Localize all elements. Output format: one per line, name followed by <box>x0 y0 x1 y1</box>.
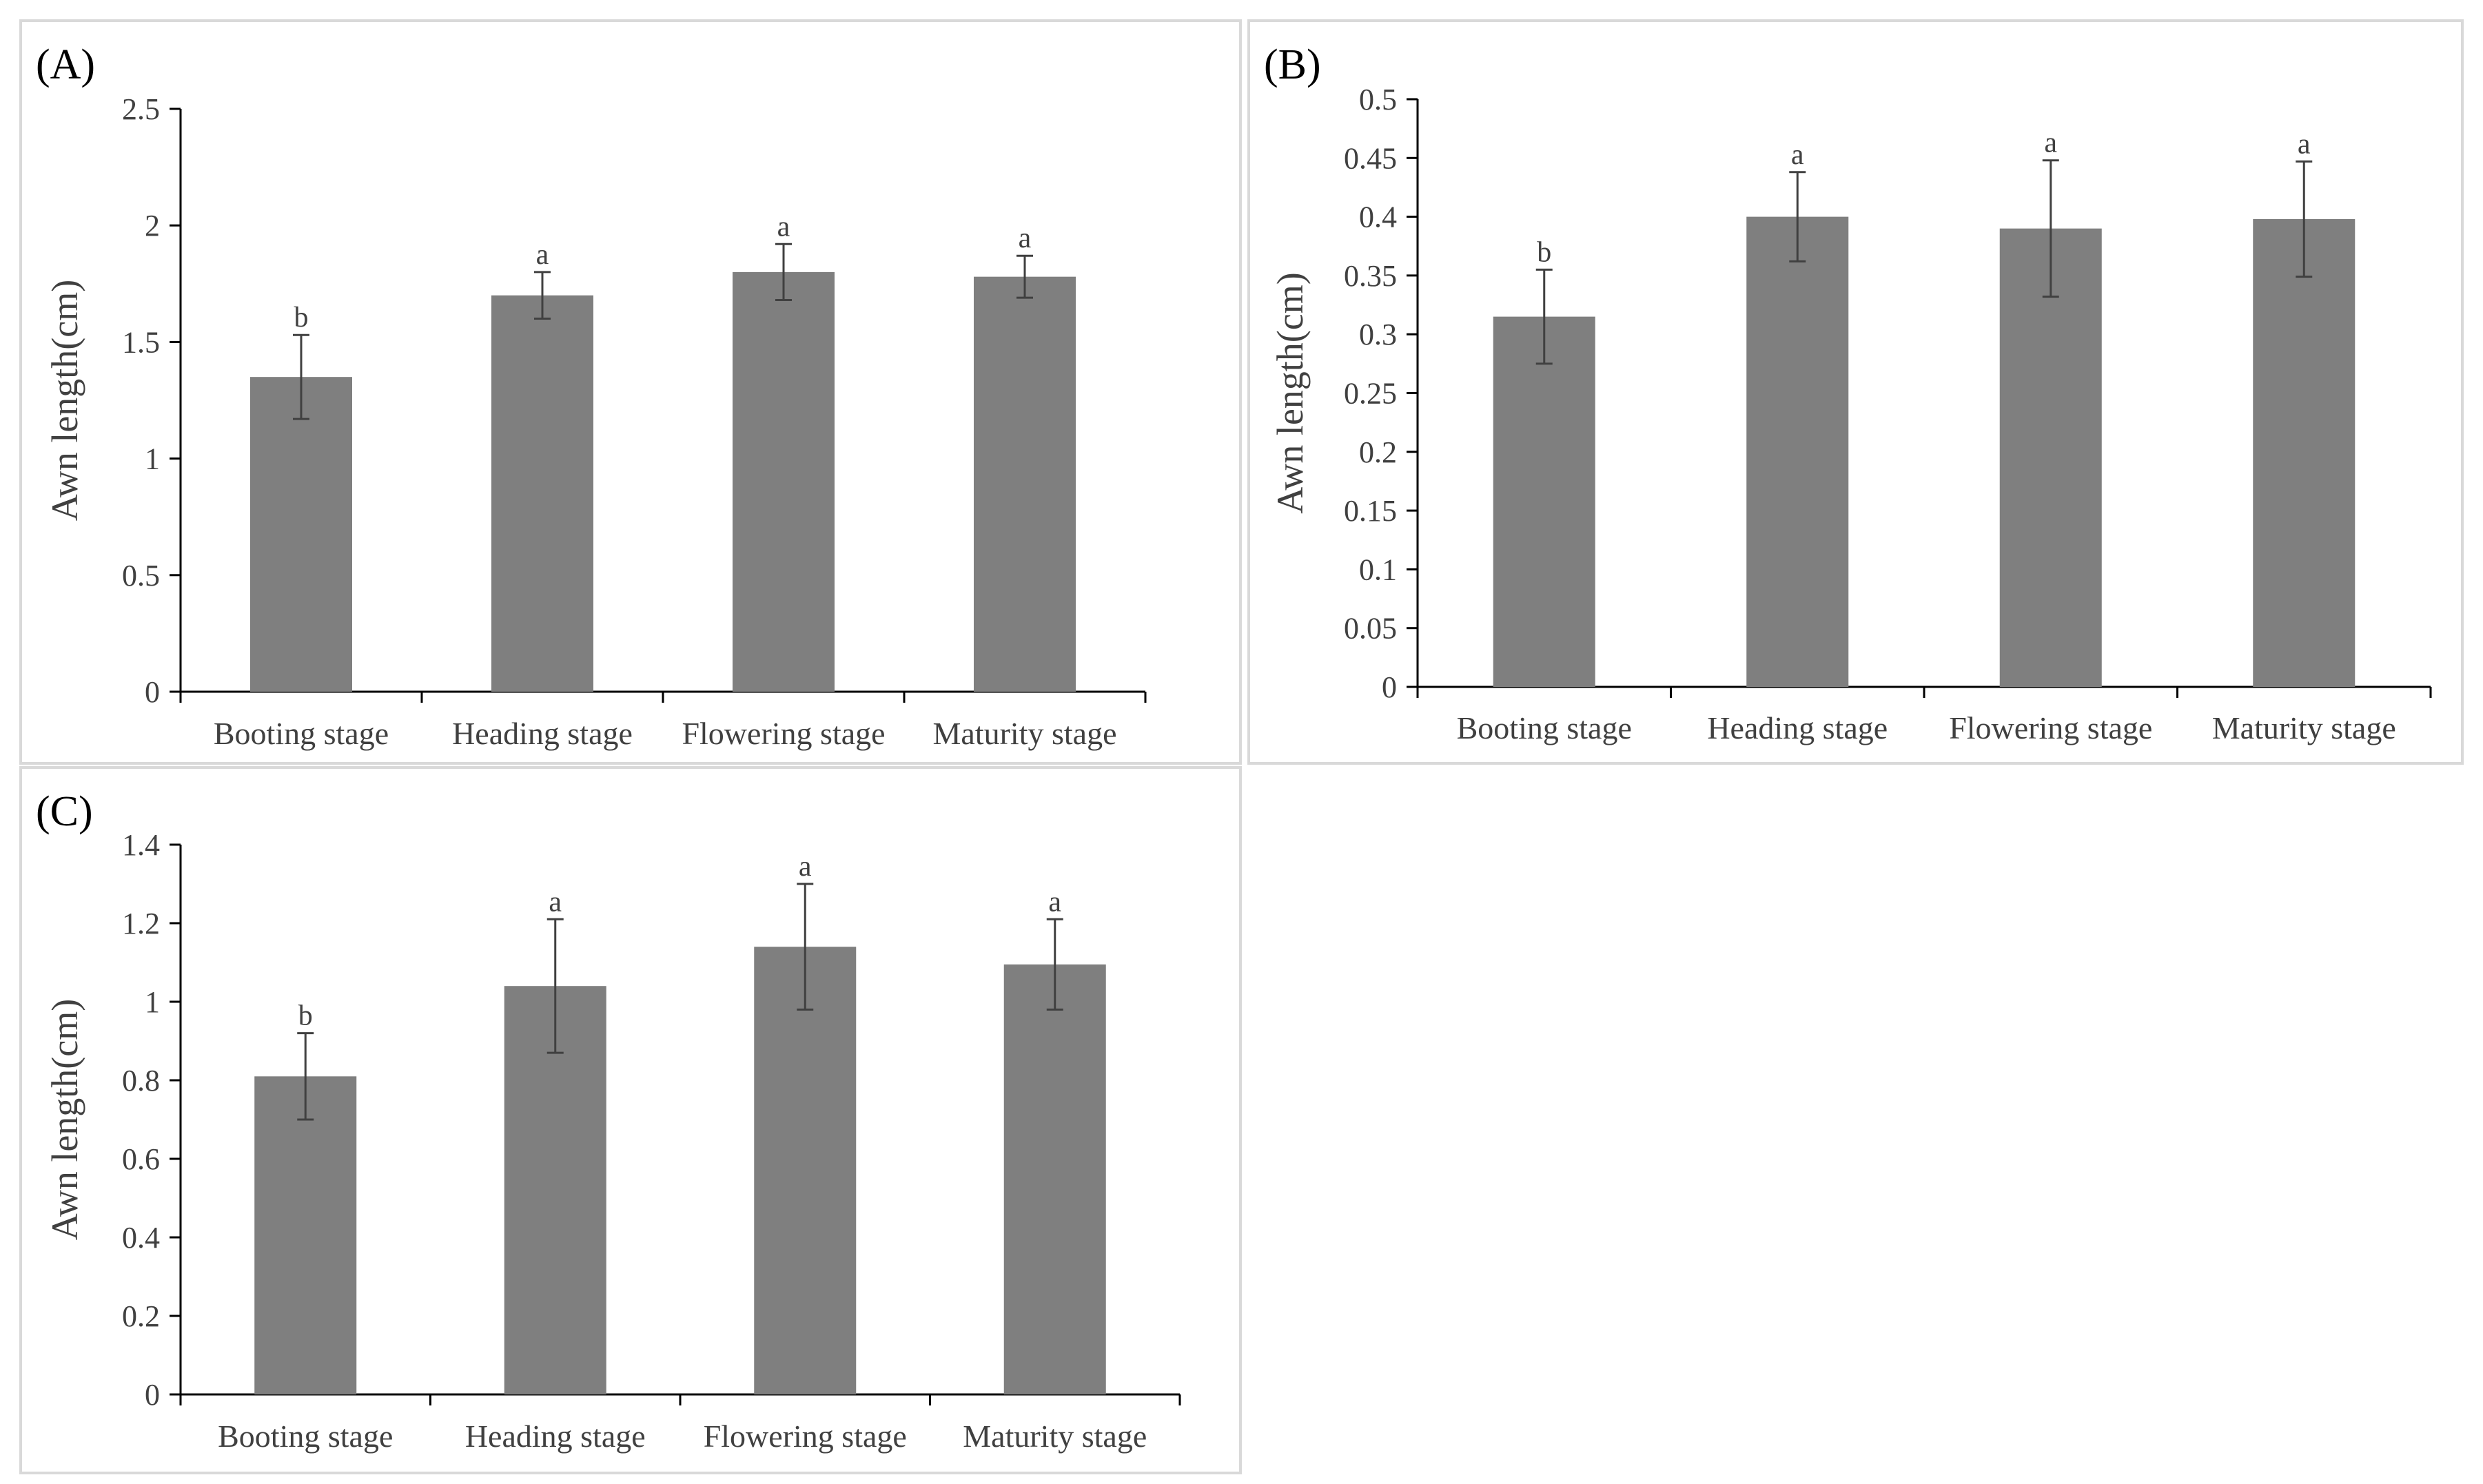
chart-panel-b: (B) Awn length(cm) 0 0.05 0.1 0.15 0.2 0.25 0.3 0… <box>1247 19 2464 765</box>
panel-label-c: (C) <box>36 788 93 835</box>
y-tick-label-b: 0.4 <box>1359 200 1397 234</box>
bar-b-1 <box>1493 316 1595 687</box>
bar-c-2 <box>504 986 606 1394</box>
category-label-c-3: Flowering stage <box>704 1419 907 1454</box>
y-tick-label-a: 2 <box>145 209 160 243</box>
category-label-a-1: Booting stage <box>214 716 389 751</box>
significance-label-c-3: a <box>799 851 812 883</box>
category-label-b-2: Heading stage <box>1707 710 1888 745</box>
panel-label-a: (A) <box>36 41 95 88</box>
category-label-a-4: Maturity stage <box>933 716 1117 751</box>
category-label-c-4: Maturity stage <box>963 1419 1147 1454</box>
bar-a-1 <box>250 377 352 692</box>
bar-a-4 <box>974 276 1076 692</box>
y-tick-label-c: 1 <box>145 985 160 1019</box>
significance-label-a-1: b <box>294 302 309 333</box>
y-tick-label-b: 0 <box>1382 670 1397 704</box>
y-axis-title-b: Awn length(cm) <box>1269 272 1311 513</box>
y-tick-label-a: 0.5 <box>122 559 160 592</box>
bar-c-1 <box>254 1076 357 1394</box>
y-tick-label-b: 0.25 <box>1344 377 1397 411</box>
bar-chart-b: (B) Awn length(cm) 0 0.05 0.1 0.15 0.2 0.25 0.3 0… <box>1264 41 2432 745</box>
significance-label-b-3: a <box>2044 127 2057 159</box>
y-tick-label-a: 1.5 <box>122 325 160 359</box>
y-tick-label-b: 0.05 <box>1344 612 1397 646</box>
category-label-b-4: Maturity stage <box>2212 710 2396 745</box>
bar-a-2 <box>491 295 593 692</box>
significance-label-a-3: a <box>777 211 790 243</box>
y-axis-title-a: Awn length(cm) <box>44 280 85 521</box>
y-tick-label-c: 0.6 <box>122 1142 160 1176</box>
y-tick-label-b: 0.3 <box>1359 318 1397 351</box>
y-tick-label-a: 2.5 <box>122 92 160 126</box>
y-tick-label-c: 0.8 <box>122 1064 160 1097</box>
category-label-c-1: Booting stage <box>218 1419 393 1454</box>
bar-b-2 <box>1746 216 1849 688</box>
bar-chart-c: (C) Awn length(cm) 0 0.2 0.4 0.6 0.8 1 1.2 1.4 b Bo… <box>36 788 1181 1454</box>
y-tick-label-c: 0.2 <box>122 1299 160 1333</box>
significance-label-c-4: a <box>1048 886 1061 918</box>
y-tick-label-b: 0.5 <box>1359 83 1397 116</box>
bar-chart-a: (A) Awn length(cm) 0 0.5 1 1.5 2 2.5 b Booting st… <box>36 41 1147 751</box>
bar-b-3 <box>1999 228 2102 687</box>
category-label-b-1: Booting stage <box>1457 710 1632 745</box>
bar-c-3 <box>754 947 857 1394</box>
y-tick-label-c: 0.4 <box>122 1221 160 1255</box>
y-tick-label-c: 1.4 <box>122 828 160 862</box>
significance-label-b-2: a <box>1791 139 1804 171</box>
category-label-a-3: Flowering stage <box>682 716 885 751</box>
bar-c-4 <box>1003 964 1106 1394</box>
bar-b-4 <box>2253 219 2356 688</box>
y-tick-label-b: 0.1 <box>1359 553 1397 586</box>
chart-panel-a: (A) Awn length(cm) 0 0.5 1 1.5 2 2.5 b Booting st… <box>19 19 1242 765</box>
category-label-c-2: Heading stage <box>465 1419 646 1454</box>
y-tick-label-a: 1 <box>145 442 160 476</box>
significance-label-b-4: a <box>2298 128 2311 160</box>
significance-label-c-2: a <box>549 886 562 918</box>
y-tick-label-c: 0 <box>145 1378 160 1412</box>
category-label-a-2: Heading stage <box>452 716 633 751</box>
bar-a-3 <box>733 271 835 692</box>
significance-label-a-4: a <box>1019 223 1032 254</box>
category-label-b-3: Flowering stage <box>1949 710 2152 745</box>
y-tick-label-b: 0.35 <box>1344 259 1397 293</box>
y-tick-label-b: 0.2 <box>1359 435 1397 469</box>
significance-label-a-2: a <box>536 239 549 271</box>
panel-label-b: (B) <box>1264 41 1321 88</box>
significance-label-b-1: b <box>1537 236 1551 268</box>
y-tick-label-b: 0.15 <box>1344 494 1397 528</box>
y-axis-title-c: Awn length(cm) <box>44 999 85 1240</box>
chart-panel-c: (C) Awn length(cm) 0 0.2 0.4 0.6 0.8 1 1.2 1.4 b Bo… <box>19 766 1242 1474</box>
y-tick-label-c: 1.2 <box>122 907 160 940</box>
significance-label-c-1: b <box>298 1000 313 1032</box>
y-tick-label-a: 0 <box>145 675 160 709</box>
y-tick-label-b: 0.45 <box>1344 141 1397 175</box>
